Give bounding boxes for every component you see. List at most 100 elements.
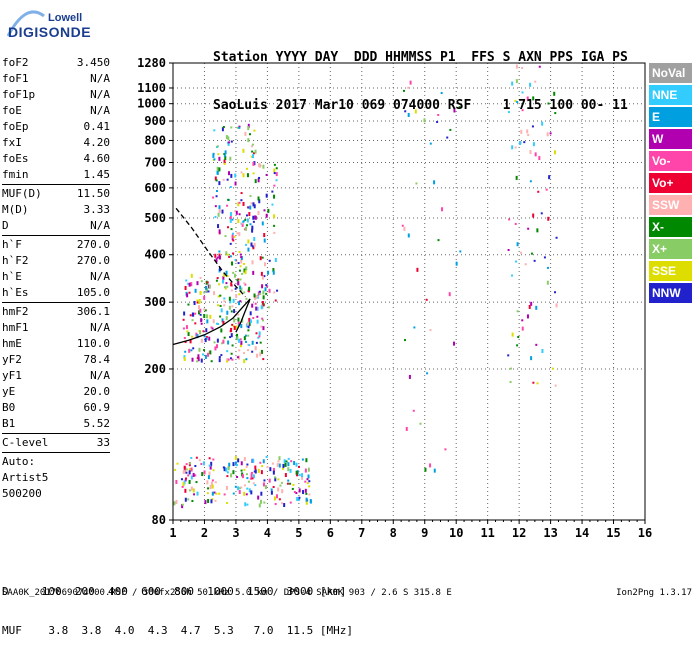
echo-point (232, 462, 235, 467)
echo-point (526, 314, 529, 319)
echo-point (225, 485, 228, 490)
param-row: MUF(D) 11.50 (2, 186, 110, 202)
echo-point (236, 336, 239, 341)
echo-point (526, 129, 529, 134)
echo-point (247, 206, 250, 209)
echo-point (214, 481, 217, 484)
echo-point (211, 491, 214, 496)
echo-point (249, 319, 252, 324)
echo-point (218, 492, 221, 495)
echo-point (545, 188, 548, 191)
echo-point (239, 338, 242, 341)
echo-point (190, 282, 193, 287)
echo-point (298, 474, 301, 477)
x-tick-label: 10 (449, 526, 463, 540)
param-row: foF1p N/A (2, 87, 110, 103)
y-tick-label: 700 (144, 155, 166, 169)
echo-point (262, 482, 265, 487)
echo-point (223, 154, 226, 157)
ionogram-chart: 1 2 3 4 5 6 7 8 9 10 11 12 13 14 15 1680200300400500600… (137, 56, 652, 540)
echo-point (259, 256, 262, 261)
echo-point (190, 486, 193, 491)
echo-point (249, 205, 252, 210)
param-row: h`F 270.0 (2, 237, 110, 253)
echo-point (507, 249, 510, 252)
echo-point (527, 134, 530, 137)
param-value: N/A (90, 219, 110, 232)
echo-point (527, 227, 530, 230)
echo-point (233, 309, 236, 314)
legend-item: SSW (649, 195, 692, 215)
echo-point (260, 349, 263, 354)
echo-point (222, 320, 225, 325)
echo-point (226, 310, 229, 315)
echo-point (231, 358, 234, 361)
echo-point (243, 282, 246, 285)
echo-point (258, 331, 261, 336)
echo-point (197, 357, 200, 362)
x-tick-label: 12 (512, 526, 526, 540)
param-value: 5.52 (83, 417, 111, 430)
echo-point (245, 243, 248, 246)
echo-point (230, 126, 233, 129)
echo-point (205, 314, 208, 319)
echo-point (212, 319, 215, 324)
echo-point (185, 279, 188, 282)
chart-axes: 1 2 3 4 5 6 7 8 9 10 11 12 13 14 15 1680200300400500600… (137, 56, 652, 540)
x-tick-label: 11 (480, 526, 494, 540)
echo-point (190, 467, 193, 472)
echo-point (237, 317, 240, 322)
echo-point (232, 239, 235, 242)
echo-point (199, 308, 202, 313)
y-tick-label: 500 (144, 211, 166, 225)
echo-point (532, 213, 535, 218)
param-row: foEp 0.41 (2, 119, 110, 135)
echo-point (210, 481, 213, 486)
echo-point (238, 269, 241, 272)
echo-point (234, 287, 237, 290)
param-separator (2, 452, 110, 453)
param-row: yF2 78.4 (2, 352, 110, 368)
echo-point (250, 471, 253, 474)
auto-line: 500200 (2, 487, 42, 500)
echo-point (273, 214, 276, 219)
echo-point (309, 499, 312, 504)
echo-point (200, 318, 203, 323)
echo-point (175, 499, 178, 504)
echo-point (268, 288, 271, 293)
echo-point (200, 358, 203, 363)
x-tick-label: 2 (201, 526, 208, 540)
echo-point (219, 315, 222, 318)
echo-point (249, 195, 252, 198)
echo-point (237, 262, 240, 265)
echo-point (201, 353, 204, 356)
echo-point (260, 470, 263, 475)
param-label: yF1 (2, 369, 22, 382)
echo-point (202, 461, 205, 466)
echo-point (222, 466, 225, 469)
echo-point (183, 465, 186, 470)
echo-point (254, 215, 257, 220)
echo-point (546, 266, 549, 269)
echo-point (191, 319, 194, 322)
legend-item: NNE (649, 85, 692, 105)
echo-point (198, 459, 201, 462)
echo-point (273, 184, 276, 187)
echo-point (262, 303, 265, 306)
echo-point (216, 190, 219, 193)
echo-point (229, 299, 232, 304)
echo-point (276, 494, 279, 499)
echo-point (236, 232, 239, 235)
echo-point (187, 498, 190, 501)
echo-point (182, 327, 185, 330)
echo-point (249, 311, 252, 316)
echo-point (304, 480, 307, 483)
echo-point (214, 499, 217, 502)
echo-point (213, 129, 216, 132)
param-label: yF2 (2, 353, 22, 366)
echo-point (185, 325, 188, 330)
echo-point (193, 300, 196, 305)
param-row: foEs 4.60 (2, 151, 110, 167)
echo-point (240, 287, 243, 292)
echo-point (247, 329, 250, 332)
